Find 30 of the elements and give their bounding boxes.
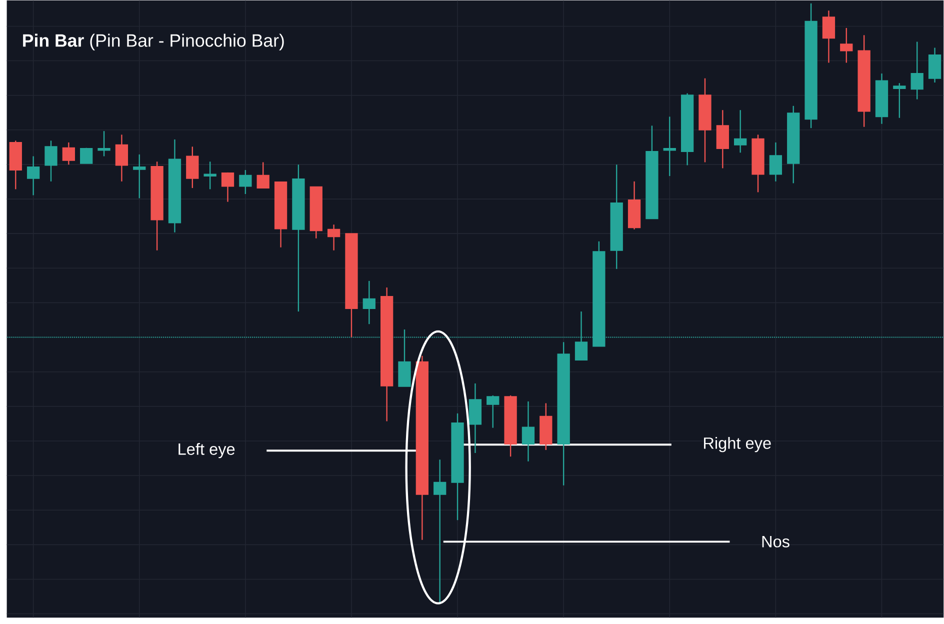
candlestick — [239, 169, 252, 194]
candlestick — [910, 40, 924, 100]
candlestick — [486, 394, 500, 428]
ref-line-label: Left eye — [178, 442, 235, 458]
candlestick — [663, 116, 676, 176]
candlestick — [893, 82, 906, 118]
candlestick — [362, 280, 376, 324]
candlestick — [522, 400, 535, 462]
candlestick — [734, 109, 747, 154]
candlestick — [716, 109, 729, 169]
candlestick — [327, 224, 340, 251]
candlestick — [186, 146, 199, 188]
candlestick — [98, 130, 110, 157]
candlestick — [434, 458, 446, 604]
candlestick — [769, 142, 782, 182]
text: Pin Bar (Pin Bar - Pinocchio Bar) — [23, 34, 284, 50]
candlestick — [133, 154, 146, 199]
candlestick — [928, 46, 942, 83]
candlestick — [822, 10, 836, 64]
candlestick — [840, 27, 853, 64]
ref-line-label: Right eye — [704, 436, 771, 452]
ref-line-label: Nos — [762, 536, 790, 548]
candlestick — [221, 172, 234, 202]
candlestick — [204, 160, 216, 190]
candlestick — [115, 134, 128, 182]
candlestick — [26, 155, 40, 196]
candlestick — [62, 142, 75, 166]
candlestick — [44, 140, 58, 182]
candlestick — [80, 147, 93, 164]
candlestick — [256, 161, 270, 188]
